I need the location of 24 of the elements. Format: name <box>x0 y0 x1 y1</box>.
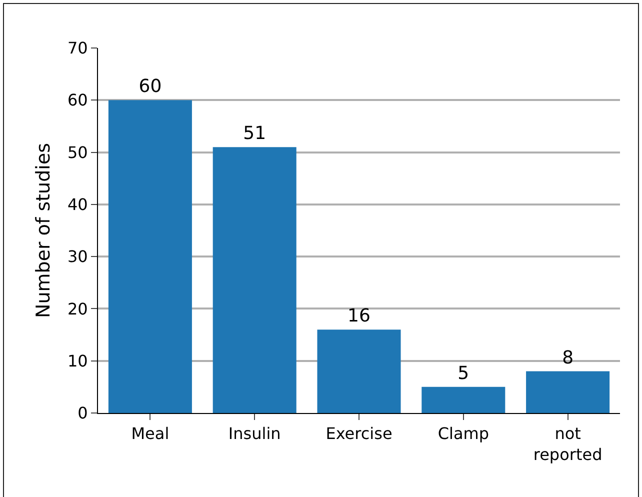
bar <box>212 147 296 413</box>
x-tick-label: Meal <box>131 424 170 444</box>
x-tick-label: not reported <box>533 424 602 464</box>
bar <box>526 371 610 413</box>
y-tick-label: 70 <box>67 38 88 58</box>
x-tick-label: Insulin <box>228 424 281 444</box>
y-tick-label: 60 <box>67 90 88 110</box>
data-label: 51 <box>243 123 266 144</box>
x-tick-label: Exercise <box>326 424 392 444</box>
data-label: 60 <box>138 76 162 98</box>
bar <box>422 386 506 413</box>
y-tick-label: 50 <box>67 142 88 162</box>
data-label: 16 <box>348 306 370 327</box>
bar <box>108 100 192 413</box>
y-tick-label: 20 <box>67 299 88 318</box>
y-tick-label: 10 <box>67 351 88 370</box>
y-tick-label: 40 <box>67 195 88 214</box>
x-tick-label: Clamp <box>438 424 489 444</box>
data-label: 8 <box>562 347 574 368</box>
bar <box>317 330 401 413</box>
data-label: 5 <box>458 362 470 384</box>
y-tick-label: 30 <box>67 247 88 266</box>
y-axis-title: Number of studies <box>32 142 54 318</box>
y-tick-label: 0 <box>78 404 88 423</box>
